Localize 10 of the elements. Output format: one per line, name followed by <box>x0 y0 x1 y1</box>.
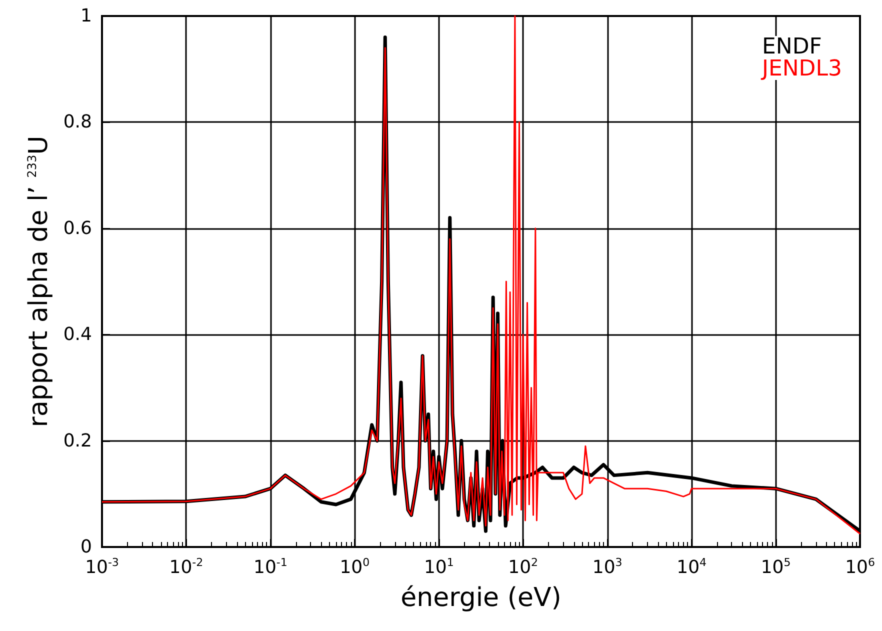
x-axis-title: énergie (eV) <box>400 583 562 613</box>
y-tick-label: 0.4 <box>63 324 92 346</box>
y-tick-label: 0.8 <box>63 112 92 133</box>
y-tick-label: 1 <box>80 6 92 26</box>
text: JENDL3 <box>760 56 842 82</box>
y-axis-title: rapport alpha de l’ 233U <box>24 136 54 428</box>
text: ENDF <box>762 34 822 60</box>
y-tick-label: 0.6 <box>63 218 92 239</box>
y-tick-label: 0.2 <box>63 430 92 452</box>
y-tick-label: 0 <box>80 536 92 558</box>
